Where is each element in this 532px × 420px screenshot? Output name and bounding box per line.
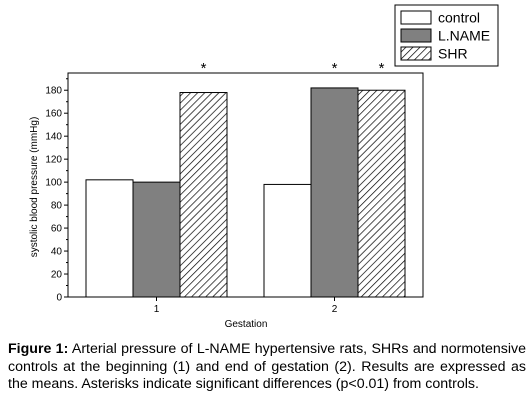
caption-label: Figure 1: [8,341,69,357]
y-tick-label: 160 [45,109,62,120]
y-tick-label: 100 [45,178,62,189]
bar-l-name-1 [132,181,181,298]
legend-swatch [400,46,432,61]
legend-swatch [400,10,432,25]
x-tick-label: 1 [154,304,160,315]
caption-text: Arterial pressure of L-NAME hypertensive… [8,341,527,392]
y-tick-label: 80 [51,201,63,212]
significance-marker: * [332,60,338,77]
y-tick-label: 180 [45,86,62,97]
legend-swatch [400,28,432,43]
x-tick-label: 2 [332,304,338,315]
significance-marker: * [201,60,207,77]
y-tick-label: 120 [45,155,62,166]
significance-marker: * [379,60,385,77]
y-tick-label: 0 [56,293,62,304]
bar-l-name-2 [310,87,359,298]
y-tick-label: 40 [51,247,63,258]
legend-label: SHR [438,46,468,62]
bar-chart: 0 20 40 60 80 100 120 140 160 180 * * * 1 2 control L.N… [29,4,499,330]
plot-frame [67,72,424,298]
y-axis-title: systolic blood pressure (mmHg) [29,117,40,258]
legend-label: L.NAME [438,28,490,44]
x-axis-title: Gestation [225,319,268,330]
figure-caption: Figure 1: Arterial pressure of L-NAME hy… [8,341,526,394]
y-tick-label: 60 [51,224,63,235]
bar-control-2 [263,183,312,298]
legend: control L.NAME SHR [394,4,499,67]
legend-label: control [438,10,480,26]
y-tick-label: 20 [51,270,63,281]
bar-shr-2 [357,89,406,298]
bar-shr-1 [179,92,228,298]
bar-control-1 [85,179,134,298]
y-tick-label: 140 [45,132,62,143]
